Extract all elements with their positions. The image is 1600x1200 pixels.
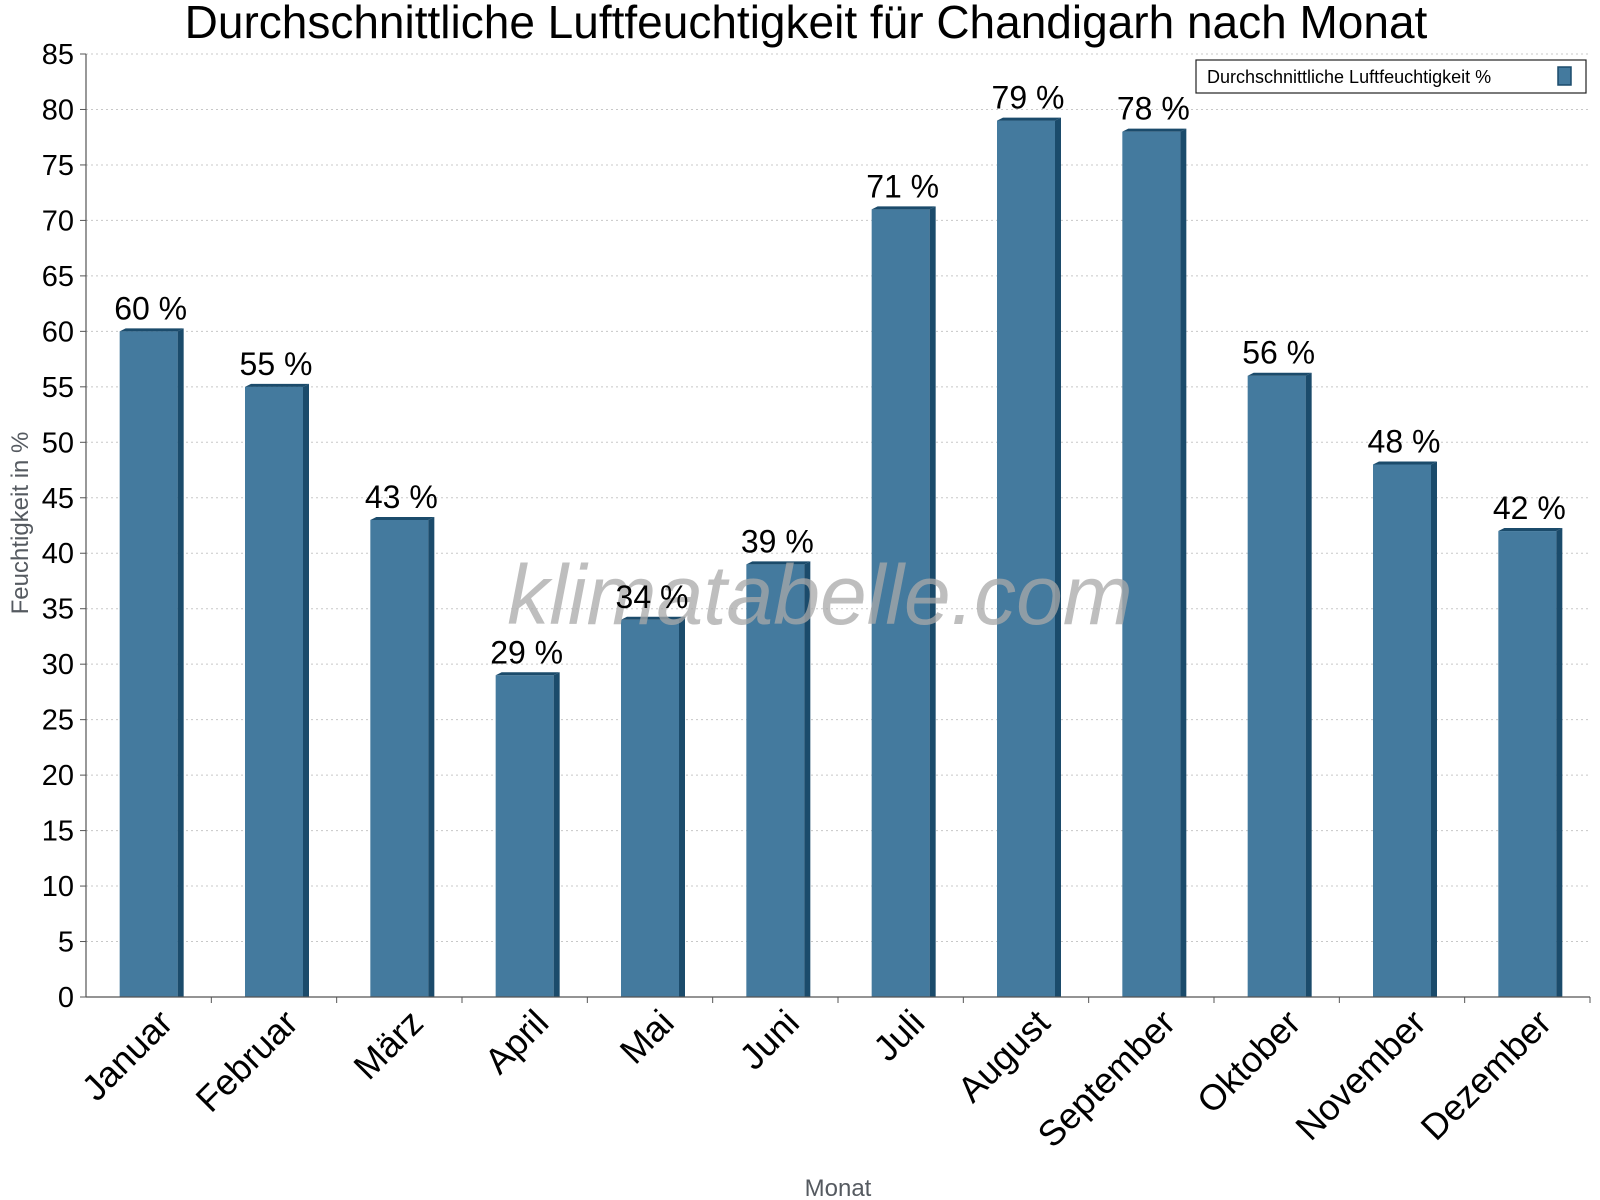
- bar: [621, 619, 679, 997]
- bar: [746, 564, 805, 997]
- y-axis-title: Feuchtigkeit in %: [7, 432, 34, 615]
- bar-side: [1180, 128, 1187, 998]
- bar-side: [428, 516, 435, 997]
- bar-side: [804, 561, 811, 997]
- bar: [1122, 131, 1181, 998]
- y-tick-label: 45: [42, 483, 74, 515]
- y-tick-label: 50: [42, 427, 74, 459]
- x-tick-label: Februar: [188, 1002, 306, 1120]
- data-label: 55 %: [240, 346, 313, 382]
- y-tick-label: 40: [42, 538, 74, 570]
- bar: [119, 331, 178, 998]
- y-tick-label: 10: [42, 871, 74, 903]
- bar: [871, 209, 930, 998]
- x-tick-label: Oktober: [1189, 1002, 1309, 1122]
- bar: [495, 675, 554, 997]
- bar-side: [929, 206, 936, 998]
- x-tick-label: August: [949, 1002, 1057, 1110]
- y-tick-label: 35: [42, 594, 74, 626]
- bar-top: [119, 328, 184, 332]
- bar-top: [370, 516, 435, 520]
- legend: Durchschnittliche Luftfeuchtigkeit %: [1195, 59, 1587, 94]
- y-tick-label: 30: [42, 649, 74, 681]
- data-label: 78 %: [1117, 91, 1190, 127]
- data-label: 29 %: [490, 634, 563, 670]
- bar-side: [1431, 461, 1437, 997]
- bar: [245, 386, 303, 998]
- axes: [80, 53, 1591, 1003]
- bar-top: [1122, 128, 1187, 132]
- y-tick-label: 25: [42, 705, 74, 737]
- grid-lines: [86, 53, 1590, 943]
- data-label: 71 %: [866, 168, 939, 204]
- y-tick-label: 85: [42, 39, 74, 71]
- x-tick-label: Juni: [731, 1002, 807, 1078]
- data-label: 48 %: [1368, 423, 1441, 459]
- x-tick-label: Juli: [865, 1002, 932, 1069]
- data-labels: 60 % 55 % 43 % 29 % 34 % 39 % 71 % 79 % 78 % 56 %…: [114, 80, 1566, 671]
- legend-swatch: [1557, 66, 1572, 86]
- y-tick-label: 60: [42, 316, 74, 348]
- bar: [1373, 464, 1431, 997]
- bars: [119, 117, 1563, 998]
- y-tick-label: 65: [42, 261, 74, 293]
- bar: [370, 519, 429, 997]
- legend-label: Durchschnittliche Luftfeuchtigkeit %: [1207, 67, 1491, 87]
- bar: [1247, 375, 1306, 998]
- y-tick-label: 75: [42, 150, 74, 182]
- x-tick-label: Dezember: [1413, 1002, 1559, 1148]
- bar-side: [1556, 528, 1563, 997]
- x-tick-label: November: [1287, 1002, 1433, 1148]
- bar-side: [1305, 372, 1312, 998]
- bar-side: [553, 672, 560, 997]
- bar: [1498, 531, 1557, 997]
- data-label: 39 %: [741, 523, 814, 559]
- y-tick-label: 15: [42, 816, 74, 848]
- bar-side: [177, 328, 184, 998]
- data-label: 79 %: [992, 80, 1065, 116]
- x-tick-label: März: [345, 1002, 431, 1088]
- bar-side: [679, 616, 685, 997]
- y-tick-label: 20: [42, 760, 74, 792]
- data-label: 56 %: [1242, 335, 1315, 371]
- bar-top: [495, 672, 560, 676]
- bar-side: [303, 383, 309, 998]
- data-label: 34 %: [616, 579, 689, 615]
- bar: [997, 120, 1055, 998]
- y-tick-label: 0: [58, 982, 74, 1014]
- data-label: 43 %: [365, 479, 438, 515]
- chart-title: Durchschnittliche Luftfeuchtigkeit für C…: [185, 0, 1428, 48]
- bar-top: [245, 383, 309, 387]
- x-tick-label: April: [476, 1002, 556, 1082]
- bar-top: [746, 561, 811, 565]
- y-tick-label: 5: [58, 927, 74, 959]
- x-axis-title: Monat: [805, 1175, 872, 1200]
- x-tick-label: September: [1029, 1002, 1183, 1156]
- x-tick-label: Januar: [73, 1002, 180, 1109]
- legend-box: [1195, 59, 1587, 94]
- bar-top: [1373, 461, 1437, 465]
- bar-top: [871, 206, 936, 210]
- data-label: 42 %: [1493, 490, 1566, 526]
- x-tick-label: Mai: [612, 1002, 682, 1072]
- bar-top: [1498, 528, 1563, 532]
- data-label: 60 %: [114, 290, 187, 326]
- bar-top: [997, 117, 1061, 121]
- bar-top: [1247, 372, 1312, 376]
- watermark: klimatabelle.com: [507, 548, 1133, 642]
- y-tick-label: 80: [42, 94, 74, 126]
- bar-top: [621, 616, 685, 620]
- y-tick-label: 55: [42, 372, 74, 404]
- y-tick-label: 70: [42, 205, 74, 237]
- bar-side: [1055, 117, 1061, 998]
